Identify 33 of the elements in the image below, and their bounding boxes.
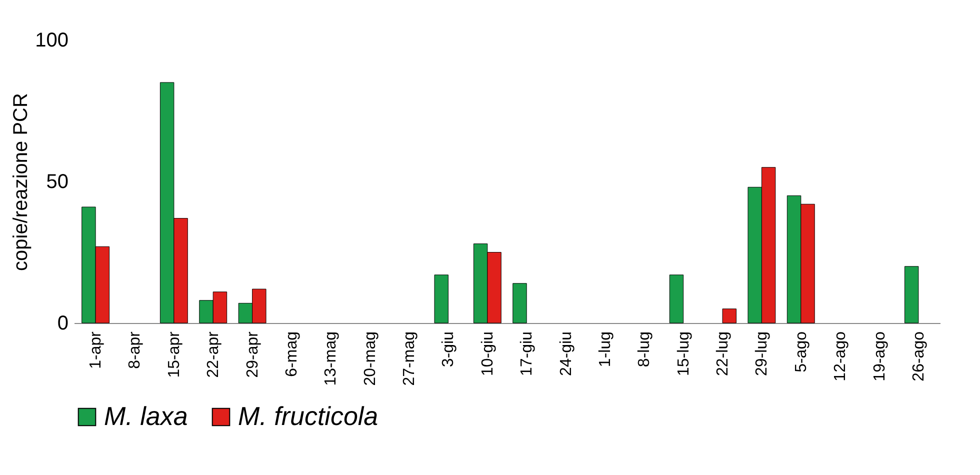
x-tick-label: 19-ago (871, 331, 888, 382)
y-tick-label: 50 (46, 171, 68, 193)
x-tick-label: 10-giu (479, 332, 496, 376)
legend-label: M. fructicola (238, 401, 378, 431)
bar (512, 283, 527, 324)
x-tick-label: 22-apr (205, 330, 222, 378)
x-tick-label: 29-apr (244, 330, 262, 378)
x-tick-label: 15-lug (675, 332, 692, 376)
x-tick-label: 20-mag (362, 332, 379, 386)
x-tick-label: 13-mag (322, 332, 340, 386)
x-tick-label: 24-giu (558, 332, 575, 376)
x-tick-label: 3-giu (440, 332, 458, 368)
x-tick-label: 6-mag (283, 332, 300, 377)
bar (904, 266, 919, 324)
legend-label: M. laxa (104, 401, 188, 431)
x-tick-label: 26-ago (910, 331, 928, 382)
bar (722, 308, 736, 324)
x-tick-label: 12-ago (832, 331, 850, 382)
bar (669, 274, 684, 324)
x-tick-label: 27-mag (401, 332, 418, 386)
y-axis-title: copie/reazione PCR (10, 93, 32, 271)
x-tick-label: 15-apr (166, 330, 183, 378)
x-tick-label: 17-giu (518, 332, 536, 376)
x-tick-label: 22-lug (714, 332, 732, 376)
x-tick-label: 1-apr (88, 330, 105, 369)
x-tick-label: 8-lug (636, 332, 654, 368)
bar (434, 274, 448, 324)
y-tick-label: 100 (35, 30, 68, 52)
x-tick-label: 1-lug (596, 332, 614, 368)
x-tick-label: 29-lug (754, 332, 771, 376)
x-tick-label: 5-ago (792, 331, 810, 372)
x-tick-label: 8-apr (126, 330, 144, 369)
y-tick-label: 0 (57, 312, 68, 334)
